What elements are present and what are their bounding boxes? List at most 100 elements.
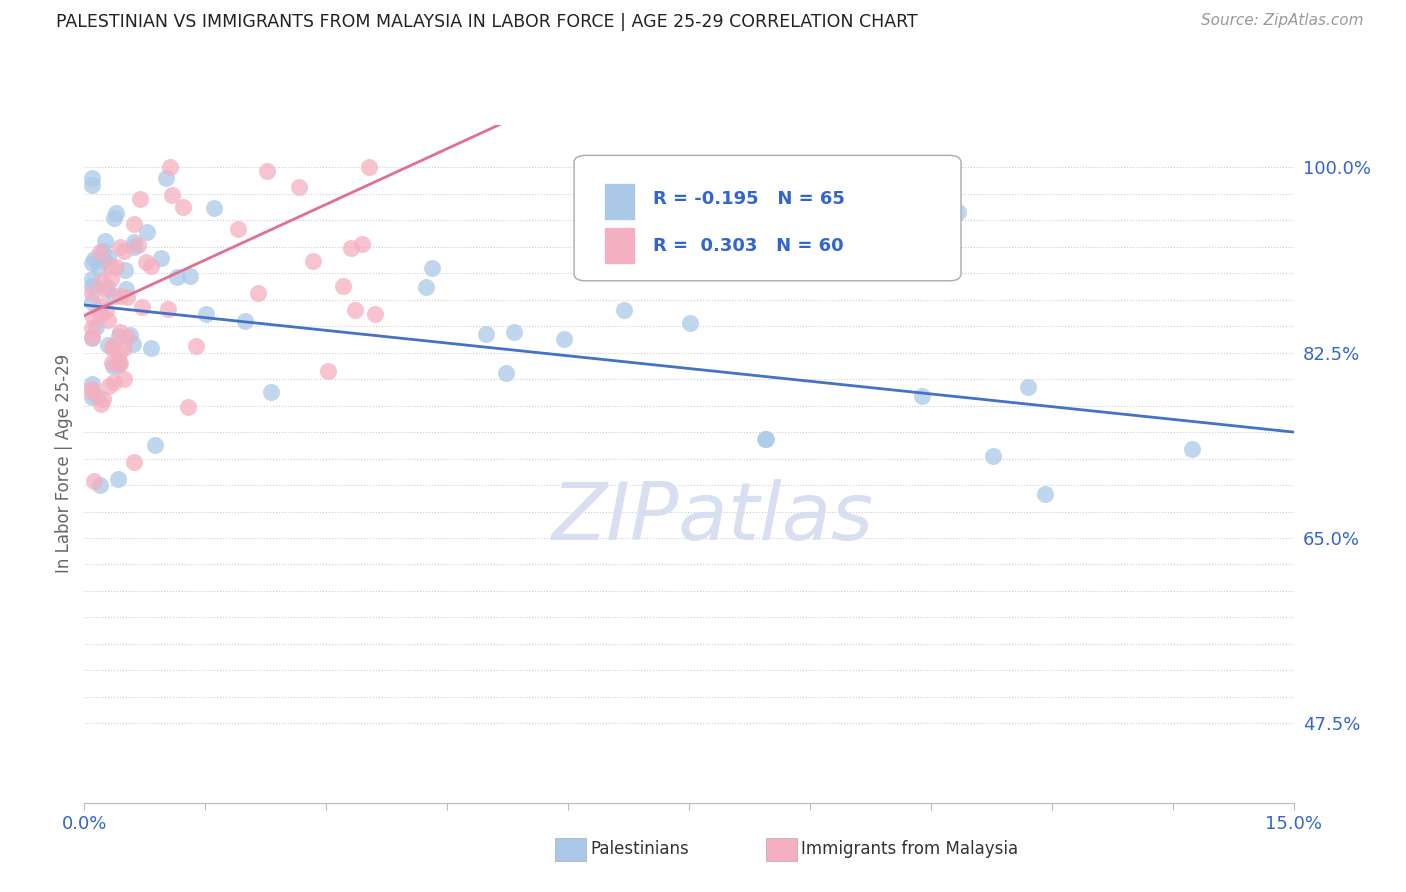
Point [754, 433, 776, 447]
Point [103, 289, 125, 303]
Point [160, 187, 183, 202]
Point [340, 241, 363, 255]
Point [256, 164, 278, 178]
Point [107, 359, 129, 373]
Point [82, 320, 104, 334]
Text: Immigrants from Malaysia: Immigrants from Malaysia [801, 840, 1018, 858]
Point [115, 290, 138, 304]
Point [115, 329, 138, 343]
Point [112, 244, 135, 258]
Point [235, 314, 257, 328]
Point [89, 478, 111, 492]
Point [93, 252, 115, 267]
Point [122, 235, 145, 249]
Text: PALESTINIAN VS IMMIGRANTS FROM MALAYSIA IN LABOR FORCE | AGE 25-29 CORRELATION C: PALESTINIAN VS IMMIGRANTS FROM MALAYSIA … [56, 13, 918, 31]
Point [260, 384, 283, 399]
Point [93, 392, 115, 407]
Point [1033, 487, 1056, 501]
Point [82, 390, 104, 404]
Point [612, 302, 634, 317]
Point [82, 278, 104, 293]
Point [364, 307, 387, 321]
Point [107, 472, 129, 486]
Point [112, 372, 135, 386]
Point [344, 302, 367, 317]
Point [695, 199, 717, 213]
Point [495, 366, 517, 380]
Point [332, 279, 354, 293]
Text: R = -0.195   N = 65: R = -0.195 N = 65 [652, 191, 845, 209]
Point [981, 449, 1004, 463]
Point [122, 240, 145, 254]
Point [82, 376, 104, 391]
Point [815, 257, 838, 271]
Point [316, 364, 339, 378]
Point [799, 179, 821, 194]
Point [124, 455, 146, 469]
Point [131, 300, 153, 314]
Point [82, 331, 104, 345]
Point [96, 303, 118, 318]
Text: Source: ZipAtlas.com: Source: ZipAtlas.com [1201, 13, 1364, 29]
Point [1017, 380, 1039, 394]
Point [84, 319, 107, 334]
Point [101, 339, 124, 353]
Y-axis label: In Labor Force | Age 25-29: In Labor Force | Age 25-29 [55, 354, 73, 574]
Text: ZIPatlas: ZIPatlas [553, 479, 875, 558]
Point [90, 397, 112, 411]
Point [226, 222, 249, 236]
Point [82, 382, 104, 396]
Point [122, 217, 145, 231]
Point [83, 252, 105, 266]
Point [97, 251, 120, 265]
Point [122, 336, 145, 351]
Point [83, 474, 105, 488]
Point [150, 252, 173, 266]
Point [679, 316, 702, 330]
Point [155, 170, 177, 185]
Point [82, 178, 104, 192]
Point [108, 328, 131, 343]
Point [415, 279, 437, 293]
Point [179, 268, 201, 283]
Point [1181, 442, 1204, 457]
Point [136, 225, 159, 239]
Point [474, 326, 496, 341]
Point [101, 356, 124, 370]
Point [108, 356, 131, 370]
Point [553, 332, 575, 346]
FancyBboxPatch shape [574, 155, 962, 281]
Point [350, 237, 373, 252]
Point [86, 389, 108, 403]
Point [184, 338, 207, 352]
Point [766, 170, 789, 185]
Point [82, 256, 104, 270]
Point [143, 437, 166, 451]
Point [911, 389, 934, 403]
Point [101, 341, 124, 355]
Point [98, 379, 121, 393]
Point [661, 265, 683, 279]
Point [110, 240, 132, 254]
FancyBboxPatch shape [605, 183, 634, 219]
Point [948, 204, 970, 219]
Point [82, 330, 104, 344]
Point [246, 286, 269, 301]
Point [91, 274, 114, 288]
Point [166, 269, 188, 284]
Point [105, 260, 128, 274]
Point [89, 308, 111, 322]
Point [108, 346, 131, 360]
Point [96, 280, 118, 294]
Point [82, 170, 104, 185]
Point [91, 244, 114, 259]
Text: Palestinians: Palestinians [591, 840, 689, 858]
Point [89, 245, 111, 260]
Point [127, 238, 149, 252]
Point [97, 337, 120, 351]
Point [157, 302, 180, 317]
Point [177, 401, 200, 415]
Point [112, 341, 135, 355]
Point [82, 294, 104, 309]
Point [139, 259, 162, 273]
